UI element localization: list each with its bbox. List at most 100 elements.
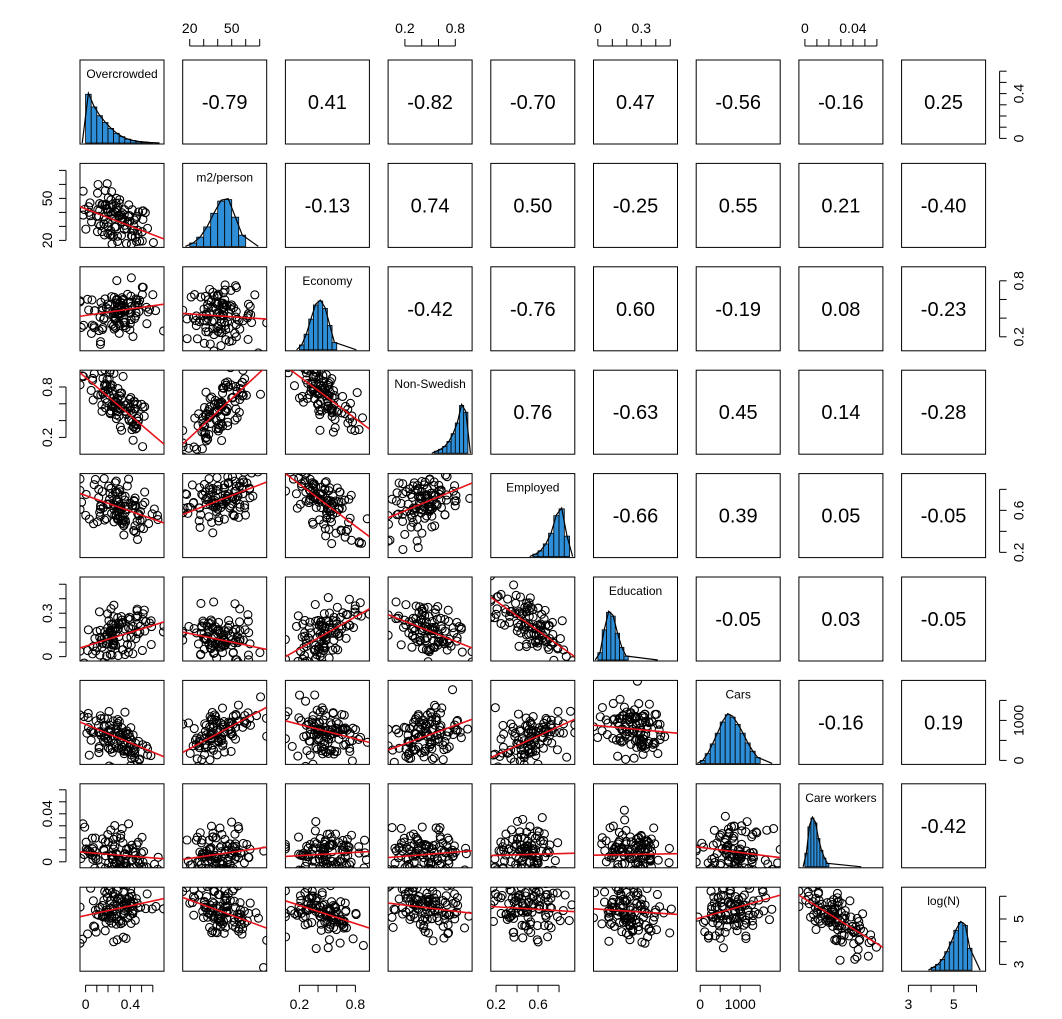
scatter-point — [552, 745, 562, 755]
scatter-point — [327, 863, 337, 868]
scatter-point — [390, 843, 400, 853]
scatter-point — [525, 593, 535, 603]
correlation-value: 0.14 — [821, 402, 860, 424]
scatter-point — [112, 276, 122, 286]
histogram-bar — [563, 535, 570, 557]
correlation-value: -0.70 — [510, 92, 556, 114]
scatter-point — [419, 718, 429, 728]
scatter-point — [204, 474, 214, 484]
scatter-point — [291, 621, 302, 631]
scatter-point — [331, 717, 341, 727]
scatter-point — [444, 835, 454, 845]
scatter-point — [545, 840, 555, 850]
scatter-point — [293, 908, 303, 918]
scatter-panel-r7-c6 — [696, 811, 781, 876]
scatter-point — [603, 871, 611, 879]
scatter-panel-r8-c7 — [798, 887, 883, 965]
scatter-point — [241, 390, 251, 400]
scatter-point — [348, 622, 359, 633]
scatter-point — [763, 859, 773, 868]
scatter-point — [321, 904, 331, 914]
scatter-point — [121, 239, 131, 248]
scatter-point — [817, 899, 827, 909]
scatter-point — [720, 927, 730, 937]
bottom-axis: 0 1000 — [696, 984, 761, 1012]
scatter-point — [547, 617, 558, 628]
tick-label: 0.2 — [1011, 542, 1027, 562]
scatter-point — [412, 480, 422, 491]
fit-line — [80, 206, 164, 240]
scatter-point — [601, 836, 611, 846]
scatter-point — [398, 544, 408, 555]
correlation-value: 0.39 — [719, 506, 758, 528]
density-curve — [696, 712, 773, 764]
correlation-value: -0.05 — [921, 609, 967, 631]
scatter-point — [526, 917, 536, 927]
scatter-point — [547, 637, 557, 647]
scatter-point — [760, 868, 768, 876]
scatter-point — [213, 913, 223, 923]
scatter-point — [396, 823, 406, 833]
scatter-panel-r8-c0 — [80, 887, 164, 948]
scatter-point — [451, 898, 461, 908]
fit-line — [182, 846, 267, 861]
scatter-point — [628, 925, 638, 935]
scatter-point — [495, 751, 505, 761]
scatter-point — [431, 840, 441, 850]
scatter-point — [287, 741, 297, 751]
scatter-point — [621, 897, 631, 907]
scatter-point — [431, 823, 441, 833]
scatter-point — [142, 750, 153, 760]
scatter-point — [725, 887, 735, 895]
correlation-value: 0.50 — [513, 195, 552, 217]
scatter-point — [103, 207, 113, 217]
scatter-point — [553, 706, 563, 716]
scatter-point — [406, 522, 416, 532]
scatter-point — [109, 324, 119, 334]
scatter-point — [233, 700, 243, 710]
scatter-point — [532, 831, 542, 841]
scatter-point — [420, 927, 430, 937]
scatter-point — [505, 607, 515, 617]
scatter-point — [102, 179, 112, 189]
scatter-point — [570, 728, 575, 738]
bottom-axis: 0 0.4 — [82, 984, 154, 1012]
scatter-point — [311, 943, 321, 954]
scatter-point — [720, 811, 730, 821]
fit-line — [490, 718, 575, 759]
scatter-point — [320, 391, 330, 401]
scatter-point — [90, 922, 100, 932]
scatter-point — [600, 887, 610, 897]
scatter-point — [261, 713, 267, 723]
scatter-point — [330, 902, 340, 912]
scatter-point — [360, 835, 370, 845]
scatter-point — [523, 841, 533, 851]
scatter-point — [207, 863, 217, 868]
scatter-point — [413, 742, 423, 752]
scatter-point — [390, 858, 400, 868]
scatter-point — [226, 746, 236, 757]
scatter-point — [100, 863, 110, 868]
scatter-point — [665, 928, 675, 938]
scatter-point — [80, 186, 88, 196]
histogram-bar — [957, 922, 964, 971]
scatter-point — [123, 647, 133, 657]
scatter-point — [126, 872, 134, 880]
scatter-point — [801, 895, 811, 905]
scatter-point — [231, 332, 241, 342]
scatter-point — [218, 863, 228, 868]
scatter-point — [110, 820, 120, 831]
scatter-point — [211, 878, 219, 886]
scatter-point — [189, 442, 199, 452]
scatter-point — [206, 714, 216, 724]
scatter-point — [739, 890, 749, 900]
scatter-point — [89, 480, 99, 490]
scatter-point — [302, 746, 312, 756]
scatter-point — [729, 821, 740, 831]
scatter-point — [325, 829, 335, 839]
panel-frame-r0-c2 — [284, 59, 370, 145]
scatter-point — [404, 844, 414, 854]
scatter-point — [237, 484, 247, 494]
scatter-point — [323, 724, 333, 735]
scatter-point — [189, 497, 199, 508]
